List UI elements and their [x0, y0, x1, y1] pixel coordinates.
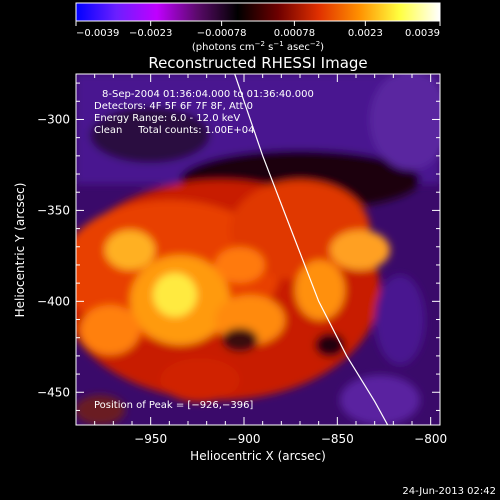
- info-line-time: 8-Sep-2004 01:36:04.000 to 01:36:40.000: [102, 89, 314, 100]
- colorbar-tick-label: 0.00078: [274, 28, 315, 39]
- x-axis-label: Heliocentric X (arcsec): [190, 449, 326, 463]
- y-tick-label: −400: [37, 294, 70, 308]
- colorbar-tick-label: 0.0039: [405, 28, 440, 39]
- colorbar: [75, 2, 441, 22]
- x-tick-label: −850: [321, 432, 354, 446]
- info-line-detectors: Detectors: 4F 5F 6F 7F 8F, Att 0: [94, 101, 253, 112]
- colorbar-ticks: −0.0039 −0.0023 −0.00078 0.00078 0.0023 0.003…: [75, 21, 441, 39]
- y-axis-label: Heliocentric Y (arcsec): [13, 183, 27, 318]
- colorbar-tick-label: −0.0039: [76, 28, 119, 39]
- colorbar-units: (photons cm−2 s−1 asec−2): [192, 40, 324, 53]
- y-axis-ticks: −300 −350 −400 −450: [37, 82, 440, 411]
- colorbar-tick-label: −0.0023: [129, 28, 172, 39]
- x-tick-label: −800: [414, 432, 447, 446]
- x-tick-label: −950: [134, 432, 167, 446]
- heatmap-image: [76, 74, 440, 425]
- y-tick-label: −450: [37, 385, 70, 399]
- footer-timestamp: 24-Jun-2013 02:42: [402, 486, 496, 497]
- info-line-counts: Clean Total counts: 1.00E+04: [94, 125, 254, 136]
- y-tick-label: −300: [37, 112, 70, 126]
- plot-frame: [75, 73, 441, 426]
- y-tick-label: −350: [37, 203, 70, 217]
- x-tick-label: −900: [228, 432, 261, 446]
- colorbar-tick-label: −0.00078: [197, 28, 247, 39]
- limb-curve: [234, 74, 389, 425]
- chart-title: Reconstructed RHESSI Image: [148, 54, 367, 72]
- x-axis-ticks: −950 −900 −850 −800: [94, 74, 447, 446]
- info-line-energy: Energy Range: 6.0 - 12.0 keV: [94, 113, 240, 124]
- colorbar-tick-label: 0.0023: [348, 28, 383, 39]
- peak-position-label: Position of Peak = [−926,−396]: [94, 400, 253, 411]
